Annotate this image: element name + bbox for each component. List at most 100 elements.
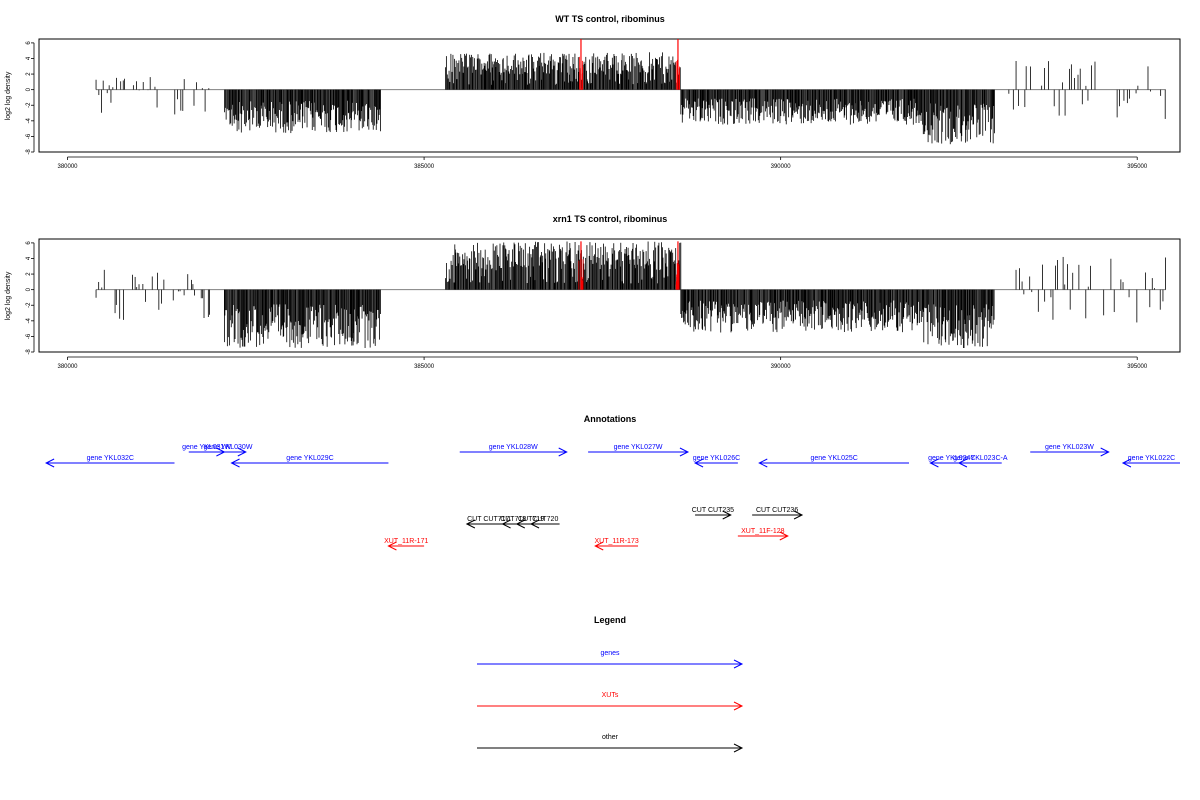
- wt-y-axis: -8 -6 -4 -2 0 2 4 6: [26, 41, 35, 155]
- feature-label: gene YKL032C: [87, 455, 134, 462]
- feature-label: gene YKL022C: [1128, 455, 1175, 462]
- feature-label: CUT720: [532, 516, 558, 523]
- x-tick-label: 380000: [58, 364, 79, 370]
- x-tick-label: 390000: [771, 164, 792, 170]
- y-tick-label: 6: [26, 41, 32, 45]
- gene-feature: gene YKL023C-A: [953, 455, 1008, 468]
- legend-label: XUTs: [602, 692, 619, 699]
- feature-label: gene YKL023C-A: [953, 455, 1008, 462]
- legend-item-other: other: [477, 734, 744, 753]
- legend: Legend genes XUTs other: [477, 615, 744, 753]
- xrn1-plot-frame: [38, 238, 1181, 353]
- xrn1-y-axis: -8 -6 -4 -2 0 2 4 6: [26, 241, 35, 355]
- feature-label: gene YKL023W: [1045, 444, 1094, 451]
- gene-feature: gene YKL029C: [230, 455, 389, 468]
- gene-feature: gene YKL026C: [693, 455, 740, 468]
- wt-y-axis-label: log2 log density: [5, 71, 12, 120]
- gene-feature: gene YKL027W: [588, 444, 690, 457]
- xut-feature: XUT_11R-171: [384, 538, 428, 551]
- feature-arrowhead: [929, 458, 939, 468]
- gene-feature: gene YKL030W: [204, 444, 253, 457]
- feature-label: gene YKL030W: [204, 444, 253, 451]
- feature-arrowhead: [722, 510, 732, 520]
- legend-arrowhead: [733, 743, 744, 753]
- x-tick-label: 385000: [414, 164, 435, 170]
- y-tick-label: 6: [26, 241, 32, 245]
- feature-arrowhead: [515, 519, 526, 529]
- feature-label: CUT718: [500, 516, 526, 523]
- gene-feature: gene YKL023W: [1030, 444, 1110, 457]
- feature-arrowhead: [501, 519, 511, 529]
- x-tick-label: 390000: [771, 364, 792, 370]
- xrn1-panel-title: xrn1 TS control, ribominus: [553, 214, 668, 224]
- wt-panel-title: WT TS control, ribominus: [555, 14, 665, 24]
- other-feature: CUT CUT235: [692, 507, 734, 520]
- feature-label: gene YKL029C: [286, 455, 333, 462]
- feature-label: XUT_11F-128: [741, 528, 785, 535]
- feature-label: CUT719: [518, 516, 544, 523]
- legend-items: genes XUTs other: [477, 650, 744, 753]
- legend-arrowhead: [733, 659, 744, 669]
- feature-arrowhead: [529, 519, 540, 529]
- x-tick-label: 380000: [58, 164, 79, 170]
- xrn1-coverage-panel: xrn1 TS control, ribominus log2 log dens…: [5, 214, 1181, 370]
- feature-arrowhead: [387, 541, 397, 551]
- y-tick-label: -4: [26, 318, 32, 324]
- legend-label: other: [602, 734, 619, 741]
- feature-arrowhead: [45, 458, 55, 468]
- legend-title: Legend: [594, 615, 626, 625]
- y-tick-label: -4: [26, 118, 32, 124]
- gene-feature: gene YKL032C: [45, 455, 175, 468]
- y-tick-label: 4: [26, 56, 32, 60]
- feature-label: XUT_11R-171: [384, 538, 428, 545]
- gene-feature: gene YKL022C: [1121, 455, 1180, 468]
- gene-feature: gene YKL025C: [758, 455, 910, 468]
- y-tick-label: -8: [26, 149, 32, 155]
- y-tick-label: 0: [26, 287, 32, 291]
- y-tick-label: 4: [26, 256, 32, 260]
- feature-arrowhead: [793, 510, 804, 520]
- feature-arrowhead: [465, 519, 476, 529]
- feature-label: CUT CUT236: [756, 507, 798, 514]
- xrn1-bars: [95, 241, 1166, 349]
- wt-coverage-panel: WT TS control, ribominus log2 log densit…: [5, 14, 1181, 170]
- legend-item-XUTs: XUTs: [477, 692, 744, 711]
- y-tick-label: 2: [26, 72, 32, 76]
- y-tick-label: -2: [26, 102, 32, 108]
- legend-label: genes: [600, 650, 620, 657]
- wt-x-axis: 380000 385000 390000 395000: [58, 156, 1148, 170]
- feature-label: gene YKL025C: [810, 455, 857, 462]
- feature-label: CUT CUT235: [692, 507, 734, 514]
- feature-arrowhead: [594, 541, 604, 551]
- wt-bars: [95, 39, 1166, 145]
- feature-label: gene YKL028W: [489, 444, 538, 451]
- xut-feature: XUT_11F-128: [737, 528, 789, 541]
- feature-arrowhead: [1100, 447, 1110, 457]
- wt-plot-frame: [38, 38, 1181, 153]
- y-tick-label: -8: [26, 349, 32, 355]
- legend-arrowhead: [733, 701, 744, 711]
- feature-arrowhead: [1121, 458, 1132, 468]
- xut-feature: XUT_11R-173: [594, 538, 639, 551]
- other-feature: CUT720: [529, 516, 560, 529]
- xrn1-y-axis-label: log2 log density: [5, 271, 12, 320]
- feature-label: CUT CUT717: [467, 516, 509, 523]
- xrn1-x-axis: 380000 385000 390000 395000: [58, 356, 1148, 370]
- feature-arrowhead: [758, 458, 768, 468]
- feature-label: gene YKL024C: [928, 455, 975, 462]
- feature-label: gene YKL026C: [693, 455, 740, 462]
- feature-arrowhead: [779, 531, 789, 541]
- feature-arrowhead: [679, 447, 690, 457]
- annotations-title: Annotations: [584, 414, 637, 424]
- feature-arrowhead: [558, 447, 568, 457]
- x-tick-label: 395000: [1127, 364, 1148, 370]
- feature-label: XUT_11R-173: [595, 538, 639, 545]
- other-feature: CUT CUT236: [752, 507, 804, 520]
- y-tick-label: 2: [26, 272, 32, 276]
- y-tick-label: -6: [26, 333, 32, 339]
- x-tick-label: 395000: [1127, 164, 1148, 170]
- feature-arrowhead: [230, 458, 240, 468]
